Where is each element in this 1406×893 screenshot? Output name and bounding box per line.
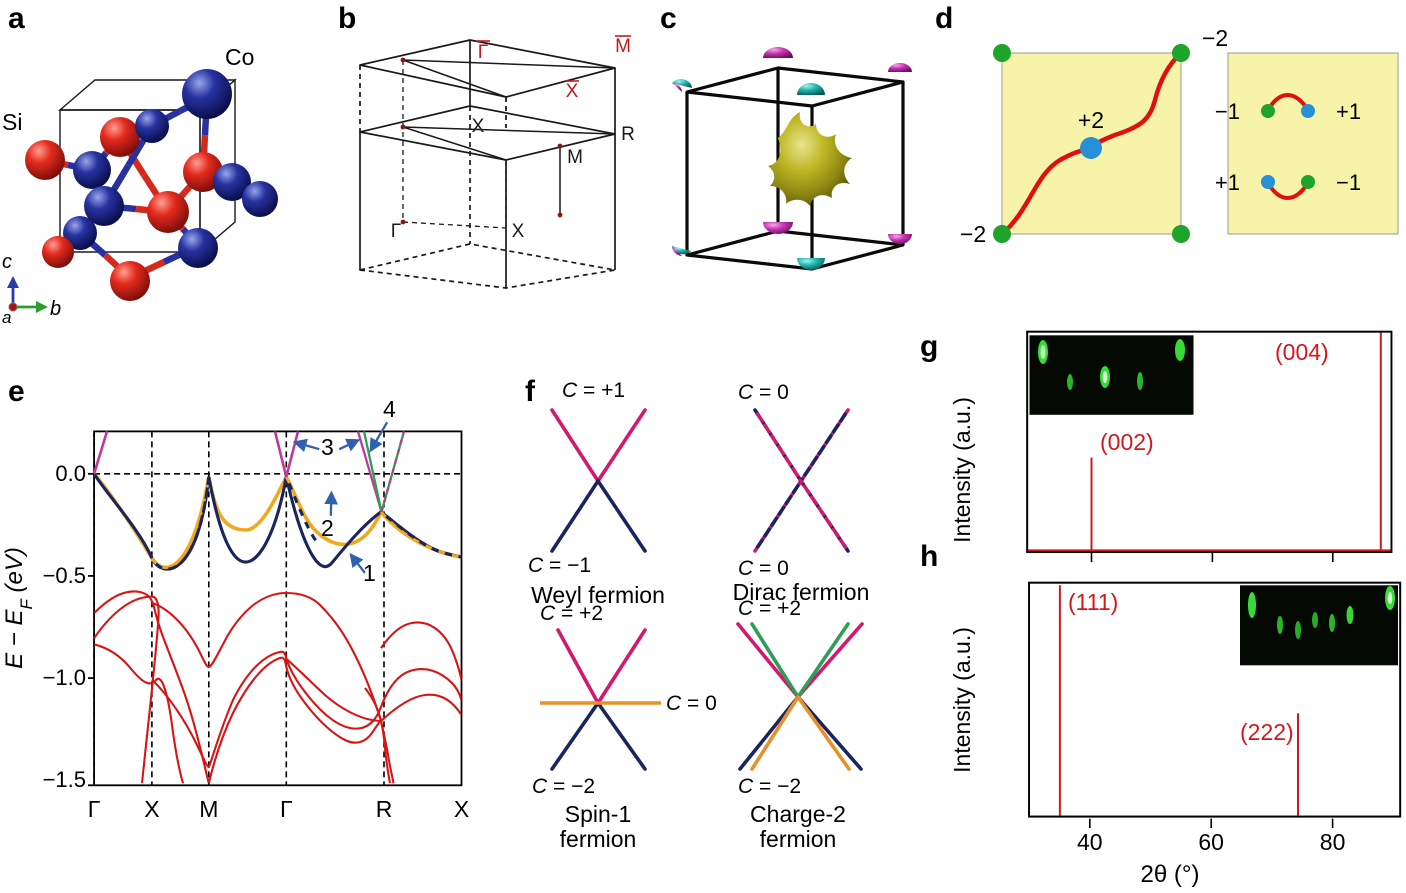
svg-text:1: 1 — [363, 560, 376, 586]
svg-text:Si: Si — [2, 109, 22, 135]
svg-text:−2: −2 — [1202, 25, 1228, 51]
svg-text:C = −1: C = −1 — [528, 554, 591, 577]
svg-text:E − EF (eV): E − EF (eV) — [1, 547, 36, 669]
svg-text:40: 40 — [1077, 829, 1103, 855]
svg-text:M: M — [199, 796, 218, 822]
svg-text:2θ (°): 2θ (°) — [1141, 861, 1200, 888]
svg-text:C = +2: C = +2 — [540, 602, 603, 625]
svg-text:3: 3 — [321, 434, 334, 460]
svg-text:−2: −2 — [960, 221, 986, 247]
svg-text:+2: +2 — [1078, 107, 1104, 133]
svg-text:Intensity (a.u.): Intensity (a.u.) — [949, 627, 975, 773]
svg-text:Γ: Γ — [280, 796, 293, 822]
svg-text:Spin-1: Spin-1 — [565, 801, 631, 827]
svg-text:X: X — [472, 116, 485, 137]
svg-text:(002): (002) — [1100, 429, 1154, 455]
svg-text:C = 0: C = 0 — [738, 381, 789, 404]
svg-text:60: 60 — [1198, 829, 1224, 855]
svg-text:b: b — [50, 298, 61, 320]
svg-text:(111): (111) — [1068, 589, 1118, 615]
svg-text:fermion: fermion — [760, 826, 837, 852]
svg-text:−1.0: −1.0 — [43, 665, 86, 690]
svg-text:(004): (004) — [1275, 339, 1329, 365]
svg-text:−0.5: −0.5 — [43, 563, 86, 588]
svg-text:4: 4 — [383, 396, 396, 422]
svg-text:−1.5: −1.5 — [43, 767, 86, 792]
svg-text:C = +1: C = +1 — [562, 379, 625, 402]
svg-text:Co: Co — [225, 44, 254, 70]
svg-text:X: X — [144, 796, 159, 822]
svg-text:C = 0: C = 0 — [666, 692, 717, 715]
svg-text:X: X — [454, 796, 469, 822]
svg-text:80: 80 — [1320, 829, 1346, 855]
svg-text:−1: −1 — [1215, 99, 1240, 124]
svg-text:C = 0: C = 0 — [738, 557, 789, 580]
svg-text:0.0: 0.0 — [55, 461, 86, 486]
svg-text:−1: −1 — [1336, 170, 1361, 195]
svg-text:C = −2: C = −2 — [738, 775, 801, 798]
svg-text:Γ: Γ — [88, 796, 101, 822]
svg-text:a: a — [2, 308, 11, 327]
svg-text:2: 2 — [321, 515, 334, 541]
svg-text:fermion: fermion — [560, 826, 637, 852]
svg-text:M: M — [615, 36, 631, 57]
svg-text:R: R — [376, 796, 393, 822]
svg-text:Intensity (a.u.): Intensity (a.u.) — [949, 397, 975, 543]
svg-text:Charge-2: Charge-2 — [750, 801, 846, 827]
svg-text:C = −2: C = −2 — [532, 775, 595, 798]
svg-text:X: X — [566, 81, 579, 102]
svg-text:R: R — [621, 124, 635, 145]
svg-text:+1: +1 — [1215, 170, 1240, 195]
svg-text:C = +2: C = +2 — [738, 597, 801, 620]
svg-text:M: M — [567, 147, 583, 168]
svg-text:X: X — [512, 221, 525, 242]
svg-text:Γ: Γ — [391, 221, 401, 242]
svg-text:+1: +1 — [1336, 99, 1361, 124]
svg-text:(222): (222) — [1240, 719, 1294, 745]
svg-text:c: c — [2, 251, 12, 273]
svg-text:Γ: Γ — [478, 42, 488, 63]
